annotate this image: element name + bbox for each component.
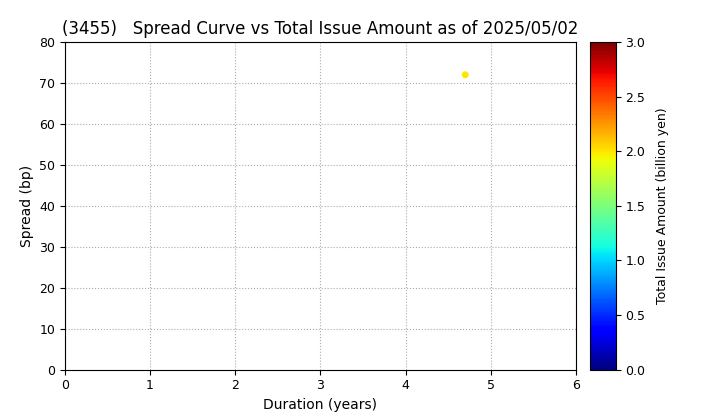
Title: (3455)   Spread Curve vs Total Issue Amount as of 2025/05/02: (3455) Spread Curve vs Total Issue Amoun…: [62, 20, 579, 38]
Y-axis label: Spread (bp): Spread (bp): [19, 165, 34, 247]
Point: [459, 71, 471, 78]
X-axis label: Duration (years): Duration (years): [264, 398, 377, 412]
Y-axis label: Total Issue Amount (billion yen): Total Issue Amount (billion yen): [657, 108, 670, 304]
